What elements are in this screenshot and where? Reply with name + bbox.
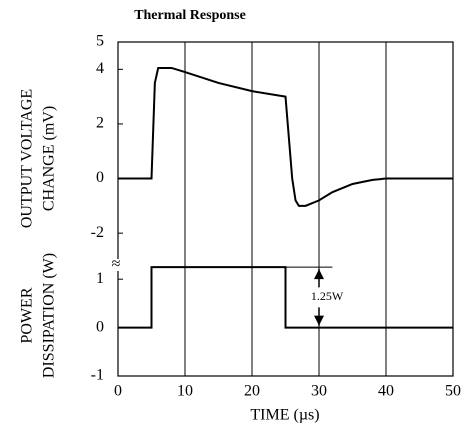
- y-tick-label: -2: [91, 224, 104, 241]
- arrow-head: [314, 269, 324, 280]
- axis-break: ≈: [112, 256, 121, 273]
- x-tick-label: 10: [177, 383, 193, 400]
- y-axis-label: CHANGE (mV): [41, 106, 58, 211]
- y-tick-label: 1: [96, 270, 104, 287]
- y-tick-label: 0: [96, 318, 104, 335]
- y-tick-label: 0: [96, 169, 104, 186]
- y-axis-label: OUTPUT VOLTAGE: [19, 89, 36, 228]
- x-tick-label: 40: [378, 383, 394, 400]
- chart-title: Thermal Response: [134, 8, 246, 23]
- arrow-head: [314, 315, 324, 326]
- x-tick-label: 30: [311, 383, 327, 400]
- y-tick-label: 5: [96, 33, 104, 50]
- x-axis-label: TIME (µs): [250, 407, 319, 424]
- x-tick-label: 0: [114, 383, 122, 400]
- x-tick-label: 50: [445, 383, 461, 400]
- y-tick-label: 2: [96, 115, 104, 132]
- y-axis-label: DISSIPATION (W): [41, 253, 58, 378]
- x-tick-label: 20: [244, 383, 260, 400]
- data-line: [118, 66, 453, 207]
- annotation-box: [299, 287, 357, 308]
- y-tick-label: -1: [91, 367, 104, 384]
- data-line: [118, 266, 453, 329]
- y-tick-label: 4: [96, 60, 104, 77]
- break-gap: [114, 259, 122, 271]
- annotation: 1.25W: [311, 289, 344, 303]
- y-axis-label: POWER: [19, 287, 36, 343]
